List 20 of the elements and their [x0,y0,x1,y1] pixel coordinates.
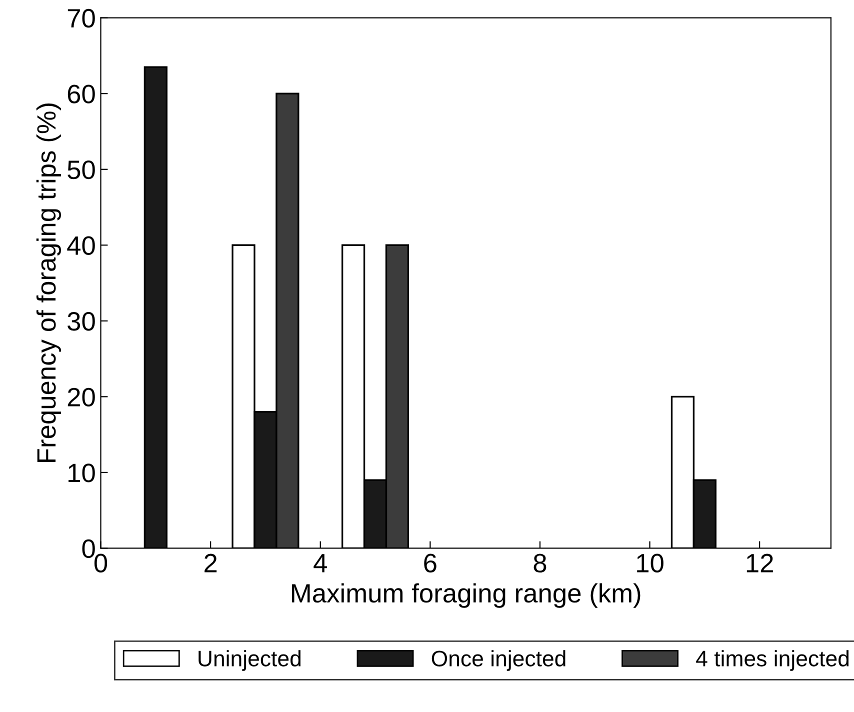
y-tick-label: 50 [68,160,95,180]
y-tick-label: 20 [68,388,95,407]
y-tick-label: 40 [67,236,95,255]
x-tick-label: 0 [94,554,108,572]
y-tick-label: 10 [68,464,95,482]
x-tick-label: 2 [204,554,217,572]
x-tick-label: 8 [534,554,546,572]
x-axis-title: Maximum foraging range (km) [292,583,640,608]
y-tick-label: 0 [82,539,95,558]
legend-label: Uninjected [198,650,300,671]
x-tick-label: 10 [637,554,664,572]
x-tick-label: 4 [314,554,327,572]
y-tick-label: 70 [68,8,95,28]
x-tick-label: 12 [746,554,773,572]
y-axis-title: Frequency of foraging trips (%) [36,104,62,462]
y-tick-label: 30 [68,312,95,331]
x-tick-label: 6 [424,554,436,572]
legend-label: Once injected [432,650,566,671]
legend-label: 4 times injected [696,650,849,671]
y-tick-label: 60 [68,84,95,104]
